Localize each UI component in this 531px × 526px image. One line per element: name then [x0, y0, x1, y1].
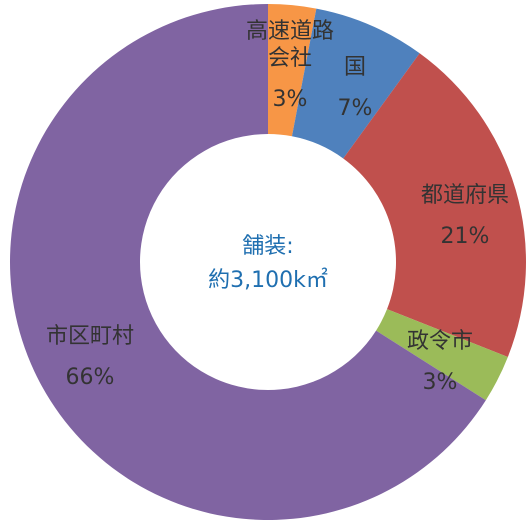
slice-label: 市区町村 66%	[44, 323, 136, 391]
center-title: 舗装:	[242, 234, 294, 259]
slice-label: 政令市 3%	[394, 328, 486, 396]
value-label: 7%	[337, 96, 373, 121]
donut-slice	[376, 309, 508, 401]
category-label: 都道府県	[420, 183, 509, 208]
donut-slice	[343, 53, 526, 357]
center-subtitle: 約3,100k㎡	[208, 268, 328, 293]
category-label: 高速道路会社	[245, 19, 334, 71]
category-label: 市区町村	[45, 324, 134, 349]
donut-slice	[9, 4, 486, 521]
category-label: 国	[343, 55, 366, 80]
value-label: 66%	[65, 365, 115, 390]
category-label: 政令市	[406, 329, 473, 354]
value-label: 21%	[440, 224, 490, 249]
donut-slice	[268, 4, 317, 137]
donut-slice	[291, 8, 420, 159]
slice-label: 都道府県 21%	[419, 182, 511, 250]
value-label: 3%	[272, 87, 308, 112]
value-label: 3%	[422, 370, 458, 395]
slice-label: 高速道路会社 3%	[244, 18, 336, 113]
slice-label: 国 7%	[309, 54, 401, 122]
